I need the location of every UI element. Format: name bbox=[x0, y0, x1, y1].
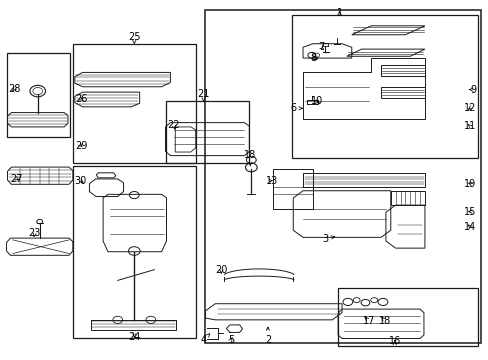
Text: 22: 22 bbox=[167, 121, 180, 130]
Text: 10: 10 bbox=[310, 96, 323, 106]
Text: 21: 21 bbox=[197, 89, 209, 102]
Bar bbox=[6, 53, 70, 137]
Bar bbox=[204, 10, 480, 343]
Text: 30: 30 bbox=[75, 176, 87, 186]
Bar bbox=[73, 166, 195, 338]
Text: 4: 4 bbox=[200, 334, 209, 345]
Bar bbox=[165, 101, 249, 163]
Text: 18: 18 bbox=[378, 316, 390, 325]
Text: 23: 23 bbox=[28, 228, 41, 238]
Text: 27: 27 bbox=[10, 174, 23, 184]
Text: 6: 6 bbox=[290, 103, 302, 113]
Text: 26: 26 bbox=[75, 94, 87, 104]
Text: 1: 1 bbox=[336, 8, 342, 18]
Text: 18: 18 bbox=[244, 150, 256, 166]
Text: 2: 2 bbox=[264, 327, 270, 345]
Text: 17: 17 bbox=[362, 316, 374, 325]
Text: 3: 3 bbox=[322, 234, 334, 244]
Text: 25: 25 bbox=[128, 32, 140, 44]
Text: 7: 7 bbox=[318, 42, 324, 52]
Text: 19: 19 bbox=[463, 179, 475, 189]
Text: 20: 20 bbox=[215, 265, 227, 275]
Text: 28: 28 bbox=[8, 84, 21, 94]
Text: 8: 8 bbox=[310, 53, 316, 63]
Text: 15: 15 bbox=[463, 207, 475, 217]
Text: 13: 13 bbox=[265, 176, 277, 186]
Bar bbox=[73, 44, 195, 163]
Text: 9: 9 bbox=[468, 85, 475, 95]
Bar bbox=[337, 288, 477, 346]
Text: 12: 12 bbox=[463, 103, 475, 113]
Text: 11: 11 bbox=[463, 121, 475, 131]
Text: 16: 16 bbox=[388, 336, 400, 346]
Text: 29: 29 bbox=[75, 140, 87, 150]
Text: 14: 14 bbox=[463, 222, 475, 231]
Text: 24: 24 bbox=[128, 332, 140, 342]
Bar bbox=[292, 15, 477, 158]
Text: 5: 5 bbox=[227, 335, 233, 345]
